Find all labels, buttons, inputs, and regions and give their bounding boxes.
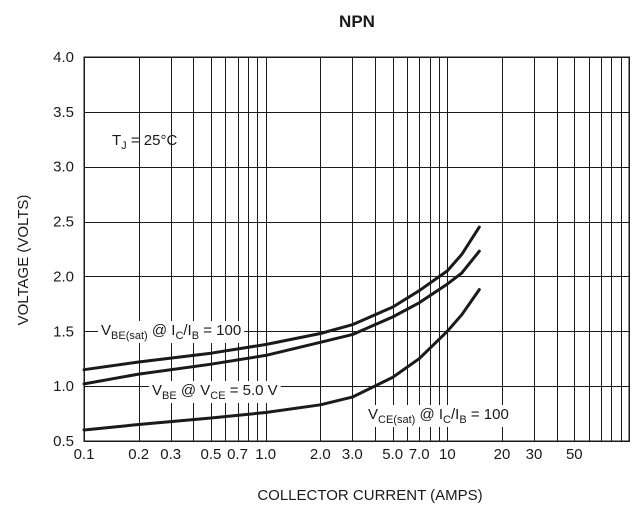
annotation-background — [365, 405, 512, 427]
y-tick-label: 3.0 — [53, 159, 74, 176]
series-line-vbe — [82, 249, 481, 386]
x-tick-label: 30 — [526, 446, 543, 463]
grid — [84, 57, 629, 441]
y-tick-label: 0.5 — [53, 433, 74, 450]
x-tick-label: 1.0 — [255, 446, 276, 463]
x-tick-label: 3.0 — [342, 446, 363, 463]
annotations: TJ​ = 25°C VBE(sat)​ @ IC​/IB​ = 100 VBE​ … — [98, 132, 512, 427]
y-tick-label: 2.5 — [53, 214, 74, 231]
x-tick-label: 0.7 — [227, 446, 248, 463]
series-line-vce-sat — [82, 288, 481, 432]
annotation-tj: TJ​ = 25°C — [112, 132, 177, 152]
x-axis-ticks: 0.1 0.2 0.3 0.5 0.7 1.0 2.0 3.0 5.0 7.0 10 20 30 50 — [74, 446, 583, 463]
x-tick-label: 0.1 — [74, 446, 95, 463]
y-axis-ticks: 0.5 1.0 1.5 2.0 2.5 3.0 3.5 4.0 — [53, 49, 74, 450]
x-tick-label: 50 — [566, 446, 583, 463]
annotation-vbe: VBE​ @ VCE​ = 5.0 V — [152, 382, 278, 402]
y-axis-label: VOLTAGE (VOLTS) — [15, 195, 32, 326]
annotation-vbe-sat: VBE(sat)​ @ IC​/IB​ = 100 — [101, 322, 241, 342]
x-axis-label: COLLECTOR CURRENT (AMPS) — [257, 487, 482, 504]
x-tick-label: 20 — [494, 446, 511, 463]
annotation-background — [149, 381, 281, 403]
x-tick-label: 0.5 — [201, 446, 222, 463]
annotation-background — [98, 321, 245, 343]
y-tick-label: 4.0 — [53, 49, 74, 66]
y-tick-label: 1.5 — [53, 323, 74, 340]
x-tick-label: 2.0 — [310, 446, 331, 463]
annotation-vce-sat: VCE(sat)​ @ IC​/IB​ = 100 — [368, 406, 509, 426]
chart-title: NPN — [339, 12, 375, 31]
y-tick-label: 2.0 — [53, 268, 74, 285]
y-tick-label: 1.0 — [53, 378, 74, 395]
x-tick-label: 0.3 — [160, 446, 181, 463]
plot-frame — [83, 56, 630, 442]
x-tick-label: 10 — [439, 446, 456, 463]
x-tick-label: 0.2 — [128, 446, 149, 463]
series-line-vbe-sat — [82, 225, 481, 372]
y-tick-label: 3.5 — [53, 104, 74, 121]
x-tick-label: 5.0 — [382, 446, 403, 463]
data-curves — [82, 225, 481, 432]
x-tick-label: 7.0 — [409, 446, 430, 463]
